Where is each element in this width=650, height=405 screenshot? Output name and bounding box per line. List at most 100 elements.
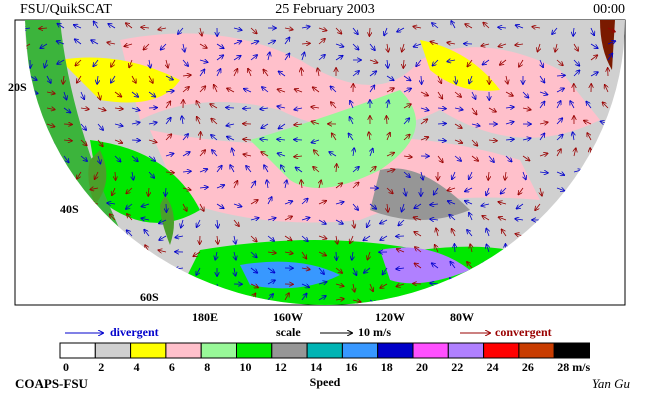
scale-value: 10 m/s <box>358 325 391 339</box>
wind-arrow <box>129 245 132 252</box>
wind-arrow <box>499 300 506 305</box>
wind-arrow <box>97 260 98 268</box>
speed-label: 2 <box>98 360 104 374</box>
wind-arrow <box>533 233 540 236</box>
wind-arrow <box>39 267 47 268</box>
speed-label: 8 <box>204 360 210 374</box>
wind-arrow <box>447 300 455 301</box>
speed-label: 12 <box>275 360 287 374</box>
wind-arrow <box>181 300 183 308</box>
wind-arrow <box>47 140 54 144</box>
wind-arrow <box>549 252 557 253</box>
speed-label: 26 <box>522 360 534 374</box>
wind-arrow <box>608 284 615 287</box>
wind-arrow <box>573 236 574 244</box>
wind-arrow <box>234 300 242 302</box>
wind-arrow <box>481 298 489 300</box>
wind-arrow <box>94 245 98 252</box>
wind-arrow <box>568 252 574 257</box>
wind-arrow <box>538 300 540 308</box>
wind-arrow <box>482 280 489 284</box>
wind-arrow <box>73 282 81 284</box>
color-bin <box>272 343 307 358</box>
wind-arrow <box>499 281 506 284</box>
footer-right: Yan Gu <box>592 376 631 391</box>
wind-arrow <box>336 252 337 260</box>
speed-label: 0 <box>63 360 69 374</box>
lon-label: 80W <box>450 310 474 324</box>
wind-arrow <box>574 220 576 228</box>
wind-arrow <box>24 220 30 225</box>
wind-arrow <box>467 277 472 284</box>
wind-arrow <box>113 244 115 252</box>
lat-label: 40S <box>60 202 79 216</box>
speed-label: 24 <box>487 360 499 374</box>
wind-arrow <box>23 265 30 268</box>
wind-arrow <box>159 268 166 272</box>
wind-arrow <box>591 220 597 225</box>
wind-arrow <box>571 268 574 276</box>
color-bin <box>519 343 554 358</box>
speed-label: 14 <box>310 360 322 374</box>
wind-arrow <box>64 172 67 179</box>
speed-label: 28 m/s <box>557 360 590 374</box>
wind-arrow <box>608 252 611 259</box>
wind-arrow <box>608 202 616 204</box>
wind-arrow <box>23 204 30 208</box>
wind-arrow <box>107 298 115 300</box>
wind-arrow <box>450 278 455 284</box>
color-bin <box>484 343 519 358</box>
wind-arrow <box>197 284 200 291</box>
wind-arrow <box>30 188 31 196</box>
scale-label: scale <box>276 325 301 339</box>
wind-arrow <box>79 244 81 252</box>
speed-label: 6 <box>169 360 175 374</box>
header-center: 25 February 2003 <box>275 2 375 17</box>
wind-arrow <box>109 279 115 284</box>
lat-label: 20S <box>8 80 27 94</box>
wind-arrow <box>113 260 115 268</box>
wind-arrow <box>500 262 506 268</box>
divergent-label: divergent <box>110 325 159 339</box>
wind-arrow <box>608 182 613 188</box>
wind-arrow <box>571 284 574 292</box>
wind-arrow <box>80 260 81 268</box>
wind-arrow <box>45 188 47 196</box>
speed-label: 22 <box>451 360 463 374</box>
wind-arrow <box>142 284 149 287</box>
lon-label: 180E <box>192 310 218 324</box>
wind-arrow <box>587 252 591 259</box>
color-bin <box>95 343 130 358</box>
wind-arrow <box>517 300 523 305</box>
speed-label: 16 <box>345 360 357 374</box>
wind-arrow <box>58 262 64 268</box>
wind-arrow <box>57 232 64 236</box>
color-bin <box>448 343 483 358</box>
color-bin <box>378 343 413 358</box>
lon-label: 160W <box>273 310 303 324</box>
wind-arrow <box>22 252 30 253</box>
wind-arrow <box>574 187 582 188</box>
wind-arrow <box>58 279 64 284</box>
wind-arrow <box>30 154 38 156</box>
lat-label: 60S <box>140 290 159 304</box>
wind-arrow <box>40 204 47 208</box>
wind-arrow <box>161 284 166 290</box>
wind-arrow <box>413 300 421 302</box>
wind-arrow <box>591 300 599 302</box>
color-bin <box>307 343 342 358</box>
wind-arrow <box>431 300 438 303</box>
wind-arrow <box>608 268 613 274</box>
wind-arrow <box>554 284 557 292</box>
color-bin <box>342 343 377 358</box>
color-bin <box>201 343 236 358</box>
wind-arrow <box>39 220 47 221</box>
wind-arrow <box>601 151 608 156</box>
speed-label: 4 <box>134 360 140 374</box>
wind-arrow <box>588 236 591 243</box>
wind-arrow <box>603 134 608 140</box>
wind-arrow <box>516 284 523 287</box>
wind-arrow <box>557 204 561 211</box>
map-area <box>15 20 625 310</box>
